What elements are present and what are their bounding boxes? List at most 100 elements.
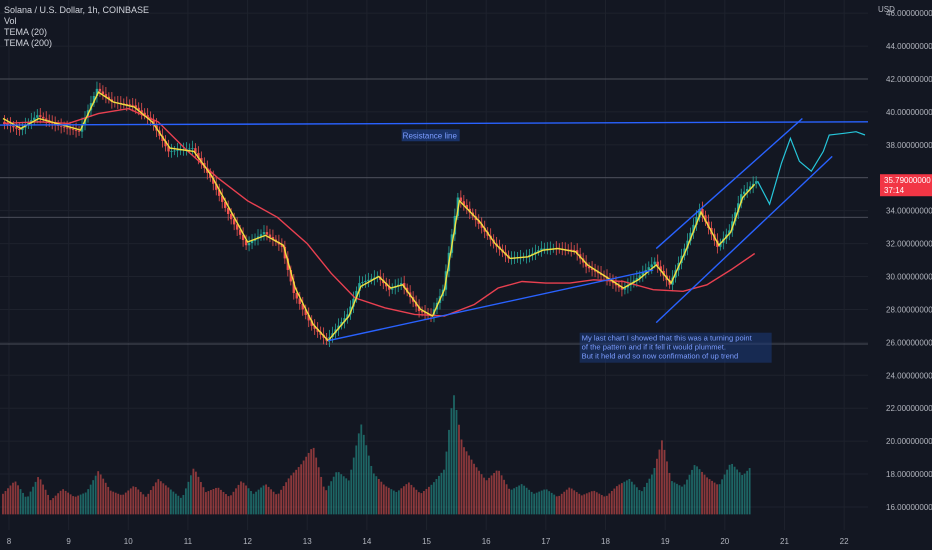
volume-bar: [39, 479, 42, 515]
volume-bar: [212, 488, 215, 515]
price-tick: 26.00000000: [886, 338, 932, 347]
legend-tema20[interactable]: TEMA (20): [4, 27, 48, 37]
volume-bar: [595, 492, 598, 515]
volume-bar: [305, 456, 308, 515]
volume-bar: [94, 475, 97, 515]
candle-body: [209, 172, 212, 178]
candle-body: [45, 118, 48, 121]
legend-vol[interactable]: Vol: [4, 16, 17, 26]
candle-body: [21, 127, 24, 131]
volume-bar: [277, 493, 280, 515]
legend-tema200[interactable]: TEMA (200): [4, 38, 53, 48]
price-tick: 28.00000000: [886, 305, 932, 314]
volume-bar: [663, 449, 666, 515]
volume-bar: [510, 489, 513, 515]
candle-body: [101, 91, 105, 95]
candle-body: [18, 128, 21, 131]
volume-bar: [443, 469, 445, 515]
volume-bar: [433, 482, 435, 515]
candle-body: [212, 177, 215, 184]
volume-bar: [317, 467, 320, 515]
candle-body: [229, 213, 233, 220]
volume-bar: [706, 477, 708, 515]
volume-bar: [480, 474, 483, 515]
time-tick: 10: [124, 537, 133, 546]
candle-body: [235, 224, 239, 230]
chart-legend: Solana / U.S. Dollar, 1h, COINBASE Vol T…: [4, 5, 149, 49]
volume-bar: [498, 470, 500, 515]
note-line: My last chart I showed that this was a t…: [582, 334, 753, 343]
candle-body: [358, 283, 361, 291]
volume-bar: [132, 486, 135, 515]
candle-body: [92, 96, 96, 104]
candle-body: [170, 151, 173, 152]
time-axis[interactable]: 8 9 10 11 12 13 14 15 16 17 18 19 20 21 22: [7, 537, 849, 546]
volume-bar: [513, 488, 516, 515]
volume-bar: [423, 491, 425, 515]
candle-body: [15, 127, 18, 129]
candle-body: [164, 141, 167, 147]
volume-bar: [385, 486, 388, 515]
volume-bar: [77, 495, 80, 515]
volume-bar: [736, 469, 739, 515]
candle-body: [420, 311, 424, 313]
candle-body: [462, 201, 466, 206]
volume-bar: [435, 479, 438, 515]
price-label-bg: [880, 174, 932, 197]
candle-body: [364, 280, 367, 283]
volume-bar: [127, 490, 130, 515]
volume-bar: [332, 476, 335, 515]
volume-bar: [651, 474, 653, 515]
trendlines[interactable]: [0, 117, 869, 342]
candle-body: [361, 282, 364, 284]
candle-body: [343, 318, 346, 322]
volume-bar: [635, 487, 638, 515]
candle-body: [95, 88, 99, 97]
price-axis[interactable]: USD 16.00000000 18.00000000 20.00000000 22.0…: [878, 5, 932, 512]
volume-bar: [300, 464, 303, 515]
volume-bar: [445, 451, 448, 515]
volume-bar: [79, 494, 82, 515]
note-line: But it held and so now confirmation of u…: [582, 352, 739, 361]
volume-bar: [335, 472, 338, 515]
volume-bar: [738, 472, 741, 515]
volume-bar: [608, 493, 611, 515]
time-tick: 17: [541, 537, 550, 546]
candle-body: [743, 191, 746, 195]
candle-body: [543, 248, 546, 250]
volume-bar: [678, 485, 681, 515]
volume-bar: [192, 468, 195, 515]
volume-bar: [174, 493, 177, 515]
candle-body: [617, 285, 621, 288]
volume-bar: [92, 480, 95, 515]
candle-body: [698, 209, 701, 217]
volume-bar: [558, 495, 561, 515]
volume-bar: [508, 488, 511, 515]
volume-bar: [377, 478, 380, 515]
candle-body: [355, 290, 358, 299]
candle-body: [74, 130, 78, 131]
candle-body: [459, 197, 463, 202]
volume-bar: [500, 475, 503, 515]
volume-bar: [646, 482, 648, 515]
volume-bar: [169, 489, 172, 515]
candle-body: [59, 125, 63, 127]
candle-body: [534, 251, 537, 254]
volume-bar: [748, 468, 751, 515]
volume-bar: [99, 474, 102, 515]
volume-bar: [733, 466, 736, 515]
volume-bar: [382, 484, 385, 515]
volume-bar: [89, 484, 92, 515]
volume-bar: [583, 494, 586, 515]
candle-body: [391, 288, 394, 290]
candle-body: [745, 189, 749, 192]
annotations[interactable]: Resistance line My last chart I showed th…: [401, 129, 772, 363]
candle-body: [265, 232, 269, 235]
candle-body: [537, 250, 540, 252]
volume-bar: [711, 480, 713, 515]
volume-bar: [12, 482, 14, 515]
candle-body: [313, 325, 316, 329]
price-tick: 42.00000000: [886, 75, 932, 84]
symbol-title[interactable]: Solana / U.S. Dollar, 1h, COINBASE: [4, 5, 150, 15]
